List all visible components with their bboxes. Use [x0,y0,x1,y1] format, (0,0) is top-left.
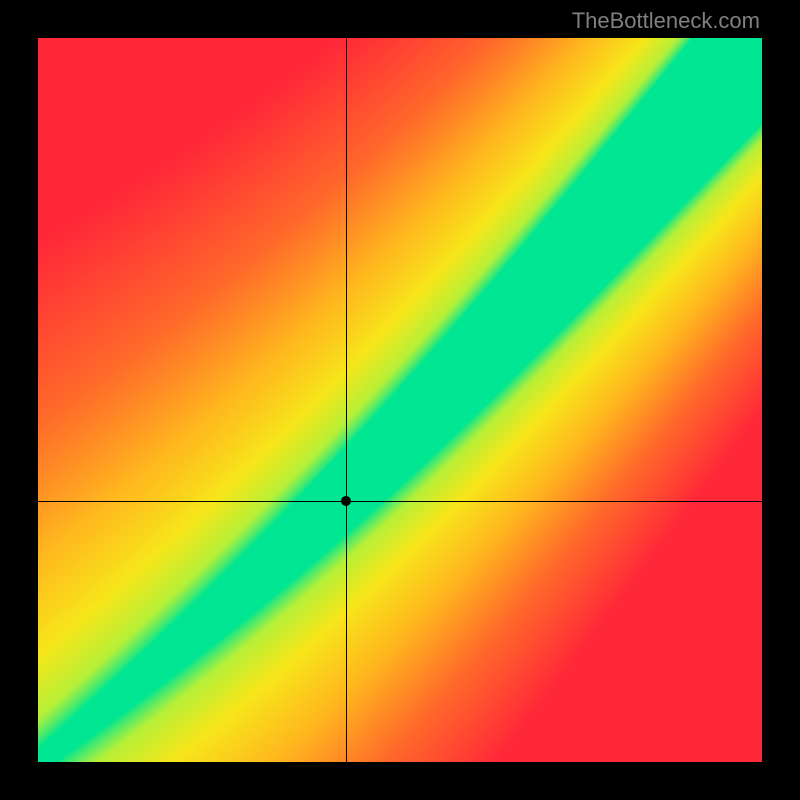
crosshair-vertical [346,38,347,762]
watermark-text: TheBottleneck.com [572,8,760,34]
crosshair-horizontal [38,501,762,502]
heatmap-canvas [38,38,762,762]
bottleneck-heatmap [38,38,762,762]
marker-dot [341,496,351,506]
